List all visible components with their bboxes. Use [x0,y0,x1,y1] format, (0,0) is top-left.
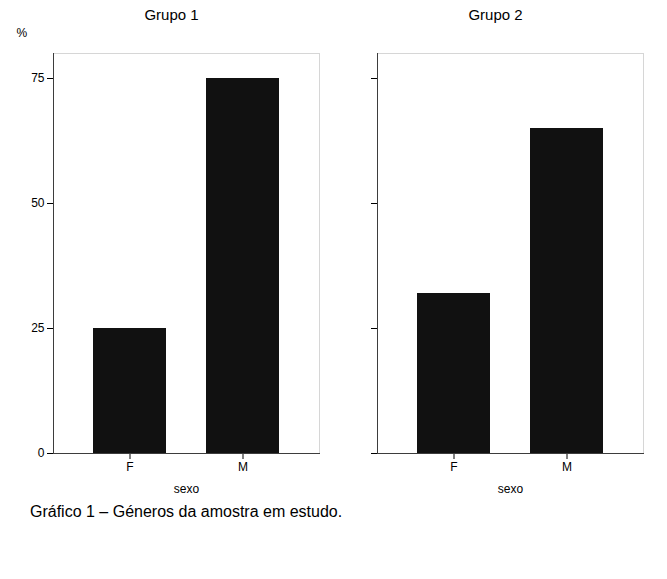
svg-text:sexo: sexo [497,482,523,496]
svg-text:F: F [126,460,133,474]
svg-text:sexo: sexo [173,482,199,496]
html-text:Grupo 1: Grupo 1 [144,6,199,23]
svg-text:M: M [562,460,572,474]
svg-text:%: % [16,26,27,40]
html-text:Gráfico 1 – Géneros da amostra: Gráfico 1 – Géneros da amostra em estudo… [30,503,343,520]
svg-text:F: F [450,460,457,474]
svg-text:50: 50 [31,196,45,210]
html-text:Grupo 2: Grupo 2 [468,6,523,23]
svg-text:75: 75 [31,71,45,85]
svg-text:25: 25 [31,321,45,335]
svg-text:0: 0 [37,446,44,460]
svg-text:M: M [238,460,248,474]
